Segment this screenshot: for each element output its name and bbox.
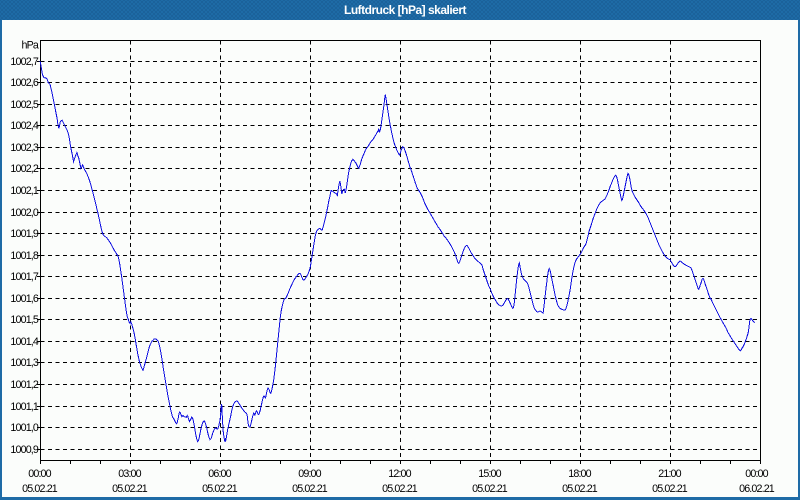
svg-text:1002,7: 1002,7 (10, 56, 38, 68)
svg-text:1001,5: 1001,5 (10, 314, 38, 326)
svg-text:1001,8: 1001,8 (10, 250, 38, 262)
svg-text:00:00: 00:00 (28, 468, 51, 480)
svg-text:05.02.21: 05.02.21 (562, 483, 598, 495)
svg-text:1002,6: 1002,6 (10, 77, 38, 89)
svg-text:05.02.21: 05.02.21 (112, 483, 148, 495)
svg-text:06.02.21: 06.02.21 (739, 483, 775, 495)
svg-text:1002,4: 1002,4 (10, 120, 38, 132)
svg-text:15:00: 15:00 (478, 468, 501, 480)
svg-text:1002,2: 1002,2 (10, 163, 38, 175)
svg-text:12:00: 12:00 (388, 468, 411, 480)
svg-text:03:00: 03:00 (118, 468, 141, 480)
svg-text:1001,2: 1001,2 (10, 379, 38, 391)
svg-text:1001,9: 1001,9 (10, 228, 38, 240)
svg-text:05.02.21: 05.02.21 (652, 483, 688, 495)
svg-text:1002,1: 1002,1 (10, 185, 38, 197)
svg-text:1001,7: 1001,7 (10, 271, 38, 283)
svg-text:18:00: 18:00 (568, 468, 591, 480)
svg-text:21:00: 21:00 (658, 468, 681, 480)
svg-text:1001,1: 1001,1 (10, 401, 38, 413)
svg-text:09:00: 09:00 (298, 468, 321, 480)
svg-text:05.02.21: 05.02.21 (22, 483, 58, 495)
svg-text:1000,9: 1000,9 (10, 444, 38, 456)
svg-text:05.02.21: 05.02.21 (292, 483, 328, 495)
svg-text:1001,4: 1001,4 (10, 336, 38, 348)
svg-text:1001,6: 1001,6 (10, 293, 38, 305)
svg-text:05.02.21: 05.02.21 (472, 483, 508, 495)
svg-text:hPa: hPa (22, 40, 39, 52)
svg-text:1002,5: 1002,5 (10, 99, 38, 111)
svg-text:1002,3: 1002,3 (10, 142, 38, 154)
svg-text:06:00: 06:00 (208, 468, 231, 480)
svg-text:05.02.21: 05.02.21 (202, 483, 238, 495)
svg-text:1001,0: 1001,0 (10, 422, 38, 434)
svg-text:00:00: 00:00 (745, 468, 768, 480)
svg-text:1001,3: 1001,3 (10, 357, 38, 369)
svg-text:05.02.21: 05.02.21 (382, 483, 418, 495)
svg-text:1002,0: 1002,0 (10, 207, 38, 219)
